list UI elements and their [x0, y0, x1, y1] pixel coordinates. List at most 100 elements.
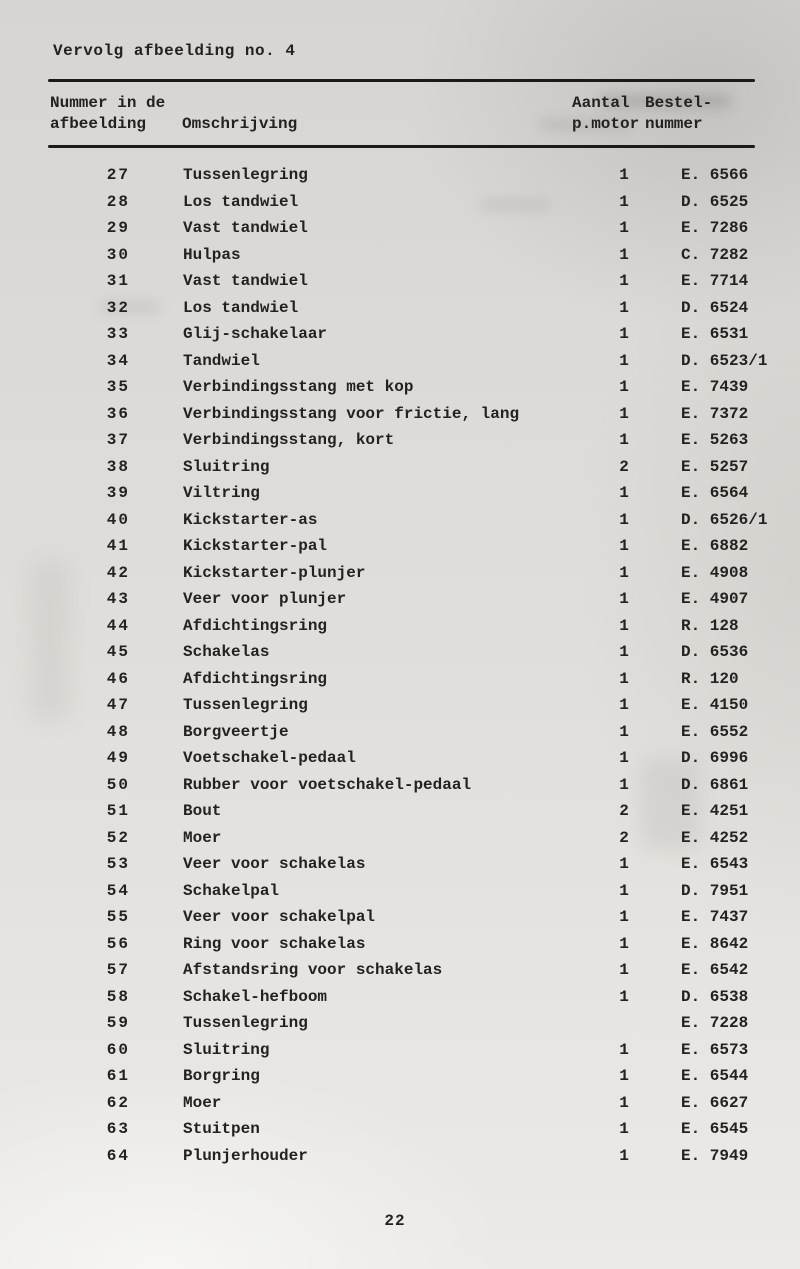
table-row: 35 Verbindingsstang met kop 1 E. 7439 [0, 374, 800, 401]
cell-illustration-number: 47 [106, 696, 130, 714]
table-row: 36 Verbindingsstang voor frictie, lang 1… [0, 401, 800, 428]
cell-illustration-number: 62 [106, 1093, 130, 1112]
page-number: 22 [384, 1212, 406, 1230]
table-row: 62 Moer 1 E. 6627 [0, 1090, 800, 1117]
table-row: 59 Tussenlegring E. 7228 [0, 1010, 800, 1037]
cell-quantity: 1 [619, 696, 629, 714]
cell-order-number: D. 7951 [681, 881, 749, 900]
cell-illustration-number: 28 [106, 192, 130, 211]
cell-order-number: C. 7282 [681, 245, 749, 264]
table-row: 57 Afstandsring voor schakelas 1 E. 6542 [0, 957, 800, 984]
cell-order-number: E. 4907 [681, 590, 749, 608]
cell-quantity: 1 [619, 881, 629, 900]
cell-description: Veer voor plunjer [183, 590, 347, 608]
table-row: 37 Verbindingsstang, kort 1 E. 5263 [0, 427, 800, 454]
table-row: 58 Schakel-hefboom 1 D. 6538 [0, 984, 800, 1011]
cell-description: Veer voor schakelas [183, 855, 366, 873]
table-row: 39 Viltring 1 E. 6564 [0, 480, 800, 507]
column-header-order-number: Bestel- nummer [645, 94, 713, 133]
cell-illustration-number: 38 [106, 457, 130, 476]
cell-illustration-number: 51 [106, 802, 130, 820]
table-row: 47 Tussenlegring 1 E. 4150 [0, 692, 800, 719]
cell-order-number: E. 4150 [681, 696, 749, 714]
cell-order-number: E. 7949 [681, 1146, 749, 1165]
cell-illustration-number: 54 [106, 881, 130, 900]
cell-order-number: E. 4251 [681, 802, 749, 820]
cell-illustration-number: 64 [106, 1146, 130, 1165]
cell-illustration-number: 50 [106, 775, 130, 794]
cell-quantity: 2 [619, 828, 629, 847]
cell-description: Tussenlegring [183, 1014, 308, 1032]
cell-illustration-number: 40 [106, 510, 130, 529]
cell-order-number: E. 6542 [681, 961, 749, 979]
cell-order-number: D. 6996 [681, 749, 749, 767]
cell-order-number: E. 6564 [681, 484, 749, 502]
cell-illustration-number: 53 [106, 855, 130, 873]
cell-quantity: 1 [619, 431, 629, 449]
cell-order-number: E. 7437 [681, 908, 749, 926]
table-row: 30 Hulpas 1 C. 7282 [0, 242, 800, 269]
table-row: 42 Kickstarter-plunjer 1 E. 4908 [0, 560, 800, 587]
cell-illustration-number: 60 [106, 1040, 130, 1059]
cell-quantity [593, 1010, 655, 1037]
cell-order-number: D. 6536 [681, 643, 749, 661]
cell-illustration-number: 45 [106, 643, 130, 661]
cell-illustration-number: 42 [106, 563, 130, 582]
page-title: Vervolg afbeelding no. 4 [53, 42, 296, 60]
table-row: 61 Borgring 1 E. 6544 [0, 1063, 800, 1090]
cell-description: Los tandwiel [183, 192, 299, 211]
cell-illustration-number: 30 [106, 245, 130, 264]
cell-description: Tussenlegring [183, 696, 308, 714]
cell-order-number: E. 6531 [681, 325, 749, 343]
cell-description: Verbindingsstang met kop [183, 378, 414, 396]
cell-quantity: 1 [619, 272, 629, 290]
cell-quantity: 1 [619, 510, 629, 529]
cell-description: Verbindingsstang voor frictie, lang [183, 404, 520, 423]
cell-quantity: 1 [619, 987, 629, 1006]
cell-illustration-number: 43 [106, 590, 130, 608]
cell-quantity: 1 [619, 908, 629, 926]
cell-quantity: 1 [619, 1120, 629, 1138]
cell-quantity: 2 [619, 457, 629, 476]
cell-description: Borgring [183, 1067, 260, 1085]
cell-illustration-number: 52 [106, 828, 130, 847]
cell-illustration-number: 37 [106, 431, 130, 449]
cell-order-number: D. 6524 [681, 298, 749, 317]
cell-order-number: E. 7714 [681, 272, 749, 290]
cell-illustration-number: 44 [106, 616, 130, 635]
cell-description: Voetschakel-pedaal [183, 749, 356, 767]
cell-quantity: 1 [619, 1067, 629, 1085]
cell-illustration-number: 61 [106, 1067, 130, 1085]
cell-quantity: 1 [619, 590, 629, 608]
cell-illustration-number: 57 [106, 961, 130, 979]
table-row: 52 Moer 2 E. 4252 [0, 825, 800, 852]
cell-quantity: 1 [619, 192, 629, 211]
cell-description: Bout [183, 802, 222, 820]
cell-quantity: 1 [619, 325, 629, 343]
cell-order-number: E. 7372 [681, 404, 749, 423]
cell-description: Viltring [183, 484, 260, 502]
cell-illustration-number: 39 [106, 484, 130, 502]
table-row: 55 Veer voor schakelpal 1 E. 7437 [0, 904, 800, 931]
table-row: 29 Vast tandwiel 1 E. 7286 [0, 215, 800, 242]
cell-order-number: D. 6523/1 [681, 351, 768, 370]
cell-description: Tussenlegring [183, 166, 308, 184]
cell-description: Los tandwiel [183, 298, 299, 317]
table-row: 43 Veer voor plunjer 1 E. 4907 [0, 586, 800, 613]
cell-order-number: E. 6882 [681, 537, 749, 555]
cell-illustration-number: 49 [106, 749, 130, 767]
cell-order-number: E. 8642 [681, 934, 749, 953]
cell-quantity: 1 [619, 669, 629, 688]
table-row: 46 Afdichtingsring 1 R. 120 [0, 666, 800, 693]
table-row: 51 Bout 2 E. 4251 [0, 798, 800, 825]
cell-description: Afstandsring voor schakelas [183, 961, 443, 979]
cell-description: Hulpas [183, 245, 241, 264]
cell-order-number: E. 6544 [681, 1067, 749, 1085]
table-header-rule [48, 145, 755, 148]
cell-description: Veer voor schakelpal [183, 908, 376, 926]
cell-quantity: 1 [619, 616, 629, 635]
cell-description: Sluitring [183, 1040, 270, 1059]
cell-quantity: 1 [619, 219, 629, 237]
cell-illustration-number: 31 [106, 272, 130, 290]
